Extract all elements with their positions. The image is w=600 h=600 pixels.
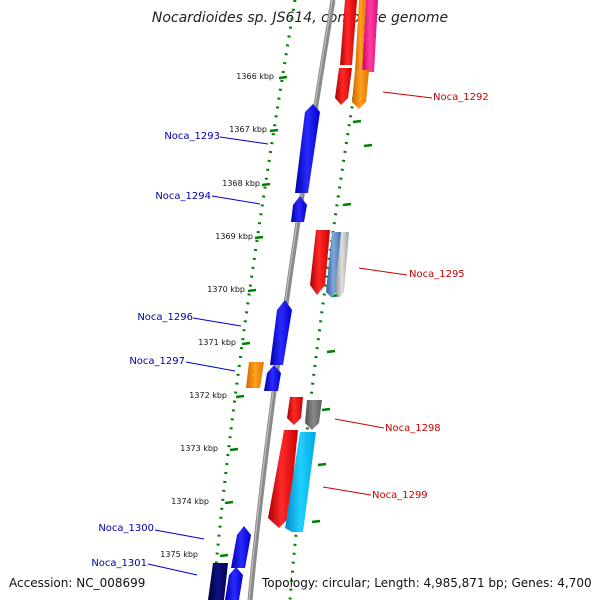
tick-label-1374: 1374 kbp (171, 497, 209, 506)
gene-arrow-blue-noca-1297[interactable] (264, 365, 281, 391)
tick-label-1371: 1371 kbp (198, 338, 236, 347)
gene-arrow-steel-noca-1295[interactable] (326, 232, 341, 298)
leader-lines-right (322, 91, 433, 496)
gene-arrow-red-noca-1292[interactable] (335, 68, 352, 105)
gene-label-noca-1300[interactable]: Noca_1300 (98, 523, 154, 534)
gene-arrow-blue-noca-1300[interactable] (231, 526, 251, 568)
gene-arrow-red-noca-1295[interactable] (310, 230, 330, 295)
tick-label-1368: 1368 kbp (222, 179, 260, 188)
gene-arrow-orange-noca-1292[interactable] (352, 70, 369, 109)
tick-label-1373: 1373 kbp (180, 444, 218, 453)
gene-label-noca-1294[interactable]: Noca_1294 (155, 191, 211, 202)
accession-text: Accession: NC_008699 (9, 576, 146, 590)
tick-label-1375: 1375 kbp (160, 550, 198, 559)
topology-text: Topology: circular; Length: 4,985,871 bp… (262, 576, 592, 590)
gene-arrow-blue-noca-1293[interactable] (295, 104, 320, 193)
gene-label-noca-1298[interactable]: Noca_1298 (385, 423, 441, 434)
reverse-strand-genes (268, 0, 378, 532)
tick-label-1367: 1367 kbp (229, 125, 267, 134)
gene-arrow-silver-noca-1295[interactable] (335, 232, 349, 298)
gene-label-noca-1295[interactable]: Noca_1295 (409, 269, 465, 280)
gene-label-noca-1293[interactable]: Noca_1293 (164, 131, 220, 142)
gene-label-noca-1297[interactable]: Noca_1297 (129, 356, 185, 367)
gene-label-noca-1296[interactable]: Noca_1296 (137, 312, 193, 323)
gene-label-noca-1299[interactable]: Noca_1299 (372, 490, 428, 501)
gene-label-noca-1292[interactable]: Noca_1292 (433, 92, 489, 103)
gene-arrow-orange[interactable] (355, 0, 366, 72)
tick-label-1372: 1372 kbp (189, 391, 227, 400)
gene-label-noca-1301[interactable]: Noca_1301 (91, 558, 147, 569)
gene-arrow-pink[interactable] (362, 0, 378, 72)
gene-arrow-red[interactable] (340, 0, 357, 65)
tick-label-1369: 1369 kbp (215, 232, 253, 241)
gene-arrow-navy-noca-1301[interactable] (208, 563, 228, 600)
gene-arrow-gray-noca-1298[interactable] (305, 400, 322, 430)
gene-arrow-cyan-noca-1299[interactable] (285, 432, 316, 532)
gene-arrow-orange-noca-1297[interactable] (246, 362, 264, 388)
tick-label-1370: 1370 kbp (207, 285, 245, 294)
tick-label-1366: 1366 kbp (236, 72, 274, 81)
gene-arrow-blue-noca-1294[interactable] (291, 196, 307, 222)
forward-strand-genes (208, 104, 320, 600)
gene-arrow-red-noca-1299[interactable] (268, 430, 298, 528)
leader-lines-left (147, 136, 269, 576)
gene-arrow-blue-noca-1301[interactable] (225, 567, 243, 600)
gene-arrow-blue-noca-1296[interactable] (270, 300, 292, 365)
gene-arrow-red-noca-1298[interactable] (287, 397, 303, 425)
